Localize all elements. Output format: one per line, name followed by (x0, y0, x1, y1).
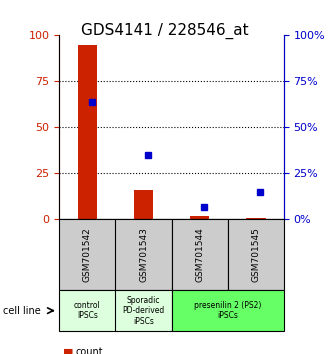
Text: control
IPSCs: control IPSCs (74, 301, 101, 320)
Text: GDS4141 / 228546_at: GDS4141 / 228546_at (81, 23, 249, 39)
Text: Sporadic
PD-derived
iPSCs: Sporadic PD-derived iPSCs (122, 296, 165, 326)
Text: cell line: cell line (3, 306, 41, 316)
Bar (190, 216, 210, 219)
Text: GSM701545: GSM701545 (251, 227, 260, 282)
Text: GSM701543: GSM701543 (139, 227, 148, 282)
Text: ■: ■ (63, 347, 73, 354)
Text: GSM701544: GSM701544 (195, 228, 204, 282)
Text: presenilin 2 (PS2)
iPSCs: presenilin 2 (PS2) iPSCs (194, 301, 261, 320)
Bar (246, 218, 266, 219)
Bar (78, 45, 97, 219)
Text: count: count (76, 347, 104, 354)
Bar (134, 190, 153, 219)
Text: GSM701542: GSM701542 (83, 228, 92, 282)
